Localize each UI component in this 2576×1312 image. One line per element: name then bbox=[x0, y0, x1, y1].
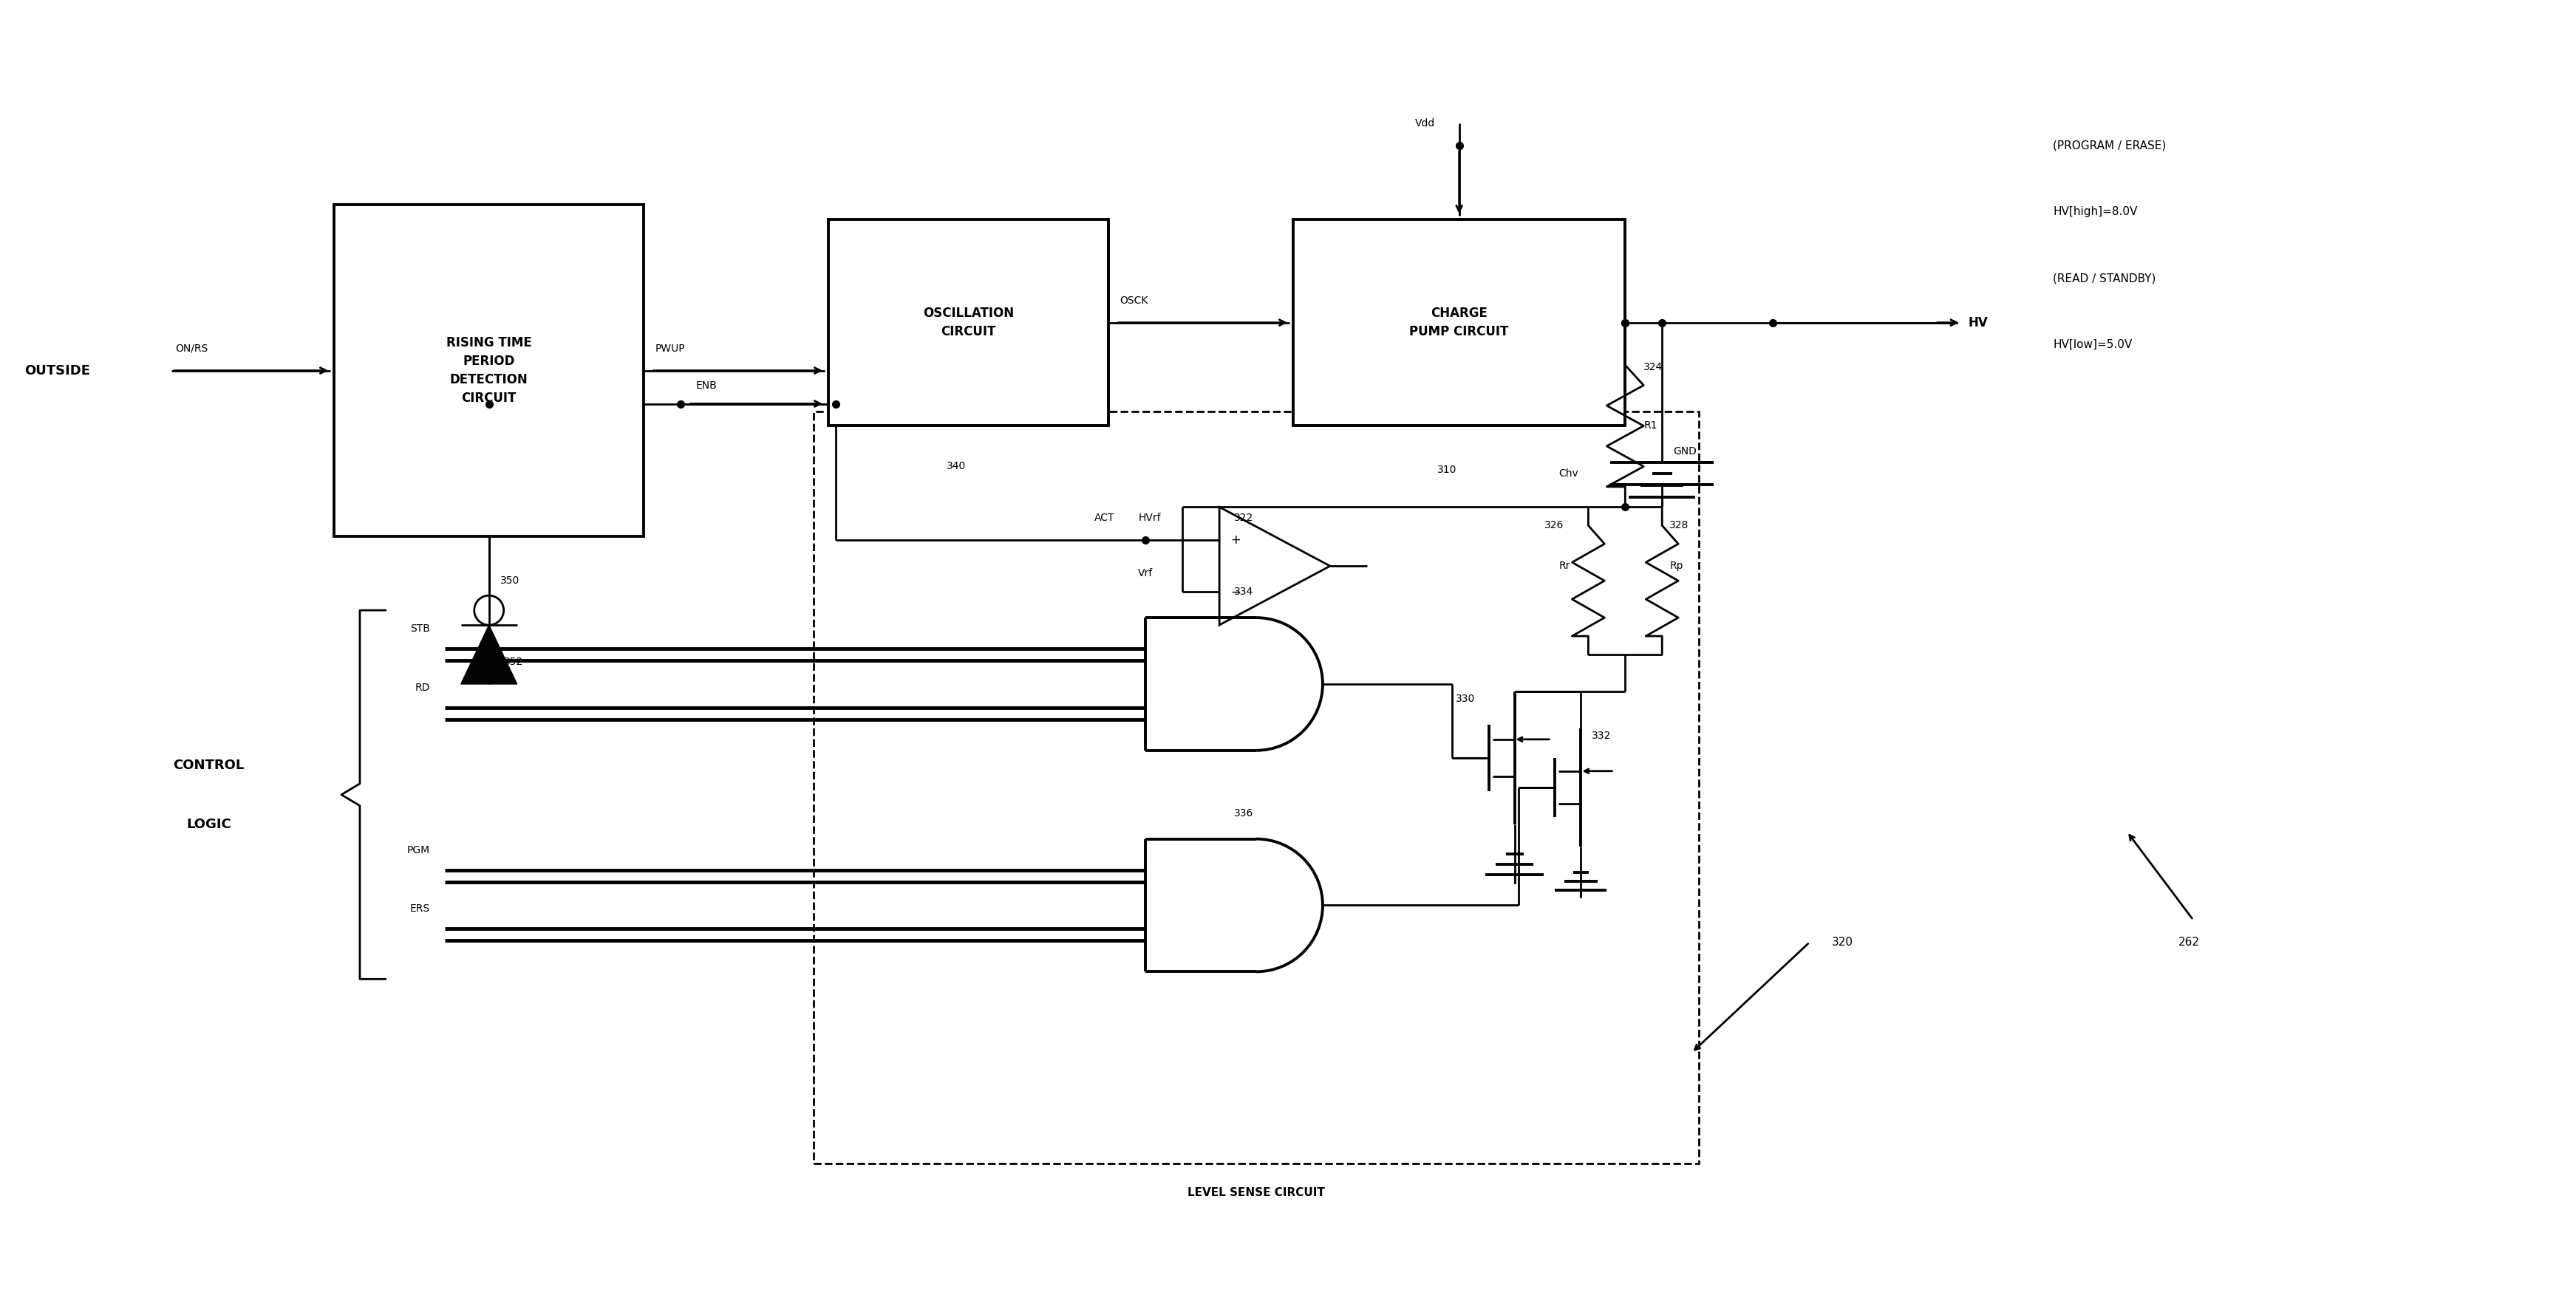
Text: ON/RS: ON/RS bbox=[175, 344, 209, 354]
Text: (READ / STANDBY): (READ / STANDBY) bbox=[2053, 273, 2156, 283]
Text: Vdd: Vdd bbox=[1414, 118, 1435, 129]
Text: 350: 350 bbox=[500, 576, 520, 586]
Bar bbox=[335, 205, 644, 537]
Text: 334: 334 bbox=[1234, 586, 1255, 597]
Text: 330: 330 bbox=[1455, 694, 1476, 705]
Text: HVrf: HVrf bbox=[1139, 513, 1162, 523]
Text: RISING TIME
PERIOD
DETECTION
CIRCUIT: RISING TIME PERIOD DETECTION CIRCUIT bbox=[446, 336, 531, 405]
Text: ENB: ENB bbox=[696, 380, 716, 391]
Text: 320: 320 bbox=[1832, 937, 1852, 947]
Polygon shape bbox=[461, 625, 518, 684]
Text: 326: 326 bbox=[1543, 521, 1564, 530]
Text: CHARGE
PUMP CIRCUIT: CHARGE PUMP CIRCUIT bbox=[1409, 307, 1510, 338]
Text: 324: 324 bbox=[1643, 362, 1664, 373]
Text: OSCILLATION
CIRCUIT: OSCILLATION CIRCUIT bbox=[922, 307, 1015, 338]
Text: +: + bbox=[1231, 534, 1242, 547]
Text: 340: 340 bbox=[945, 462, 966, 471]
Text: 332: 332 bbox=[1592, 731, 1613, 741]
Text: 322: 322 bbox=[1234, 513, 1255, 523]
Text: 310: 310 bbox=[1437, 464, 1455, 475]
Text: OSCK: OSCK bbox=[1121, 295, 1149, 306]
Text: PWUP: PWUP bbox=[654, 344, 685, 354]
Text: HV: HV bbox=[1968, 316, 1989, 329]
Text: LOGIC: LOGIC bbox=[185, 817, 232, 830]
Text: HV[low]=5.0V: HV[low]=5.0V bbox=[2053, 340, 2133, 350]
Text: STB: STB bbox=[410, 623, 430, 634]
Text: R1: R1 bbox=[1643, 421, 1656, 432]
Text: ERS: ERS bbox=[410, 904, 430, 914]
Bar bbox=[814, 411, 1700, 1164]
Text: 352: 352 bbox=[505, 657, 523, 666]
Text: PGM: PGM bbox=[407, 845, 430, 855]
Text: OUTSIDE: OUTSIDE bbox=[23, 363, 90, 378]
Text: GND: GND bbox=[1674, 446, 1698, 457]
Text: RD: RD bbox=[415, 682, 430, 693]
Text: ACT: ACT bbox=[1095, 513, 1115, 523]
Text: Rp: Rp bbox=[1669, 560, 1682, 571]
Text: Vrf: Vrf bbox=[1139, 568, 1154, 579]
Text: LEVEL SENSE CIRCUIT: LEVEL SENSE CIRCUIT bbox=[1188, 1187, 1324, 1198]
Bar bbox=[829, 219, 1108, 426]
Text: 336: 336 bbox=[1234, 808, 1255, 819]
Text: 262: 262 bbox=[2179, 937, 2200, 947]
Text: −: − bbox=[1231, 585, 1242, 598]
Bar bbox=[1293, 219, 1625, 426]
Text: HV[high]=8.0V: HV[high]=8.0V bbox=[2053, 206, 2138, 218]
Text: CONTROL: CONTROL bbox=[173, 758, 245, 771]
Text: 328: 328 bbox=[1669, 521, 1690, 530]
Text: Chv: Chv bbox=[1558, 468, 1579, 479]
Text: (PROGRAM / ERASE): (PROGRAM / ERASE) bbox=[2053, 140, 2166, 151]
Text: Rr: Rr bbox=[1558, 560, 1571, 571]
